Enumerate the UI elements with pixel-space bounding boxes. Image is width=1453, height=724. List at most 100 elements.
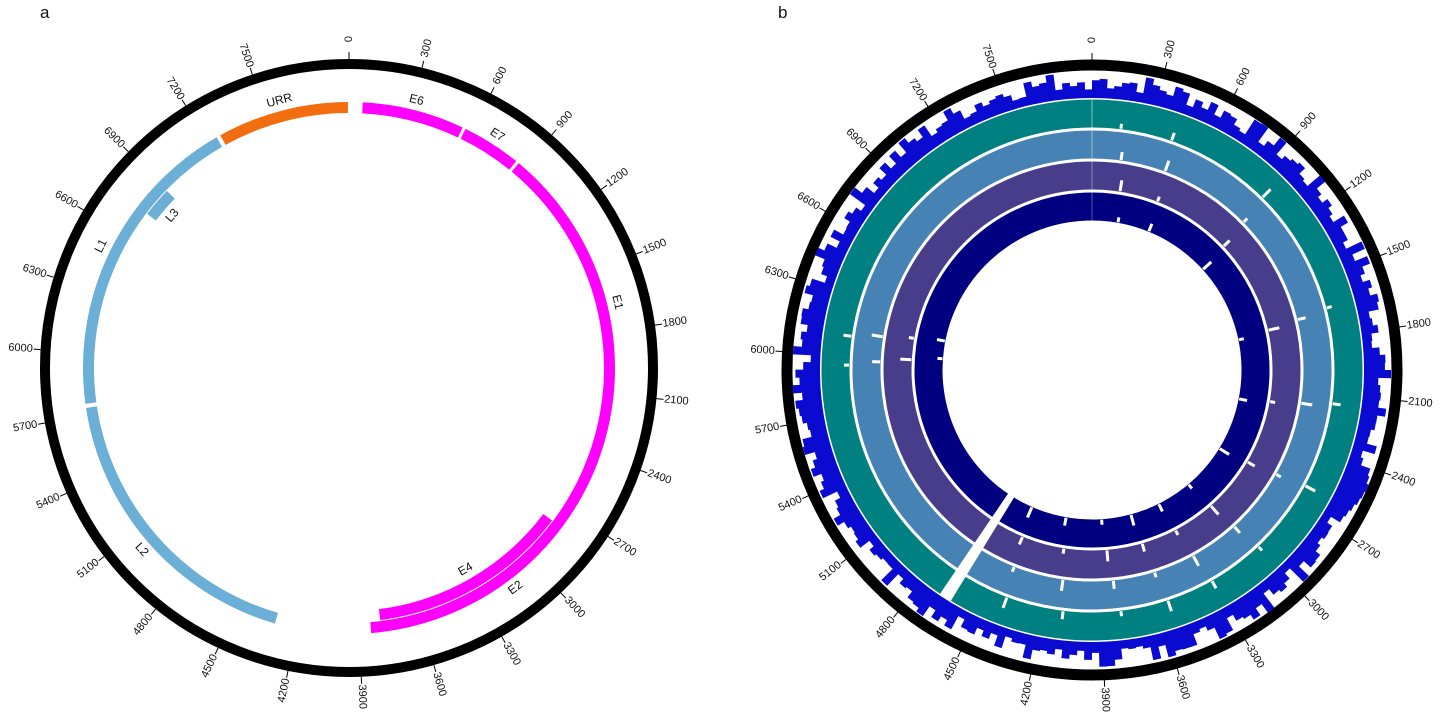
- histogram-bar: [1076, 82, 1086, 99]
- histogram-bar: [809, 278, 834, 293]
- panel-b-tick-3300: [1244, 639, 1250, 646]
- panel-a-tick-label-5400: 5400: [35, 491, 62, 512]
- variant-marker: [1111, 580, 1116, 590]
- histogram-bar: [1221, 115, 1238, 135]
- variant-marker: [1118, 180, 1124, 192]
- panel-a-tick-label-4200: 4200: [276, 677, 293, 703]
- variant-marker: [1174, 529, 1180, 536]
- histogram-bar: [1251, 585, 1275, 613]
- histogram-bar: [995, 93, 1009, 114]
- histogram-bar: [1262, 576, 1280, 595]
- histogram-bar: [1279, 158, 1299, 178]
- histogram-bar: [844, 211, 865, 228]
- histogram-bar: [1141, 77, 1155, 105]
- panel-a-tick-label-0: 0: [343, 36, 355, 42]
- histogram-bar: [855, 529, 877, 548]
- histogram-bar: [1331, 233, 1348, 247]
- variation-track-3: [883, 161, 1301, 579]
- histogram-bar: [1311, 524, 1329, 540]
- histogram-bar: [1234, 130, 1246, 143]
- histogram-bar: [849, 187, 877, 211]
- variant-marker: [1026, 506, 1034, 519]
- histogram-bar: [1182, 623, 1198, 648]
- panel-a-tick-label-5100: 5100: [75, 556, 102, 580]
- variant-marker: [1119, 151, 1124, 161]
- histogram-bar: [1221, 605, 1234, 619]
- histogram-bar: [1055, 89, 1064, 101]
- histogram-bar: [1307, 196, 1323, 211]
- histogram-bar: [1348, 454, 1364, 466]
- histogram-bar: [1169, 86, 1184, 112]
- histogram-bar: [974, 102, 989, 122]
- histogram-bar: [1168, 628, 1183, 652]
- panel-b-tick-label-1800: 1800: [1406, 316, 1432, 331]
- variant-marker: [1238, 397, 1248, 402]
- variant-marker: [1202, 260, 1213, 271]
- histogram-bar: [1091, 641, 1100, 653]
- histogram-bar: [824, 243, 847, 260]
- panel-b-tick-label-900: 900: [1298, 110, 1319, 132]
- variant-marker: [1242, 217, 1249, 224]
- panel-a-tick-300: [421, 60, 425, 68]
- panel-a-tick-label-7200: 7200: [164, 75, 187, 102]
- panel-b-tick-label-4500: 4500: [941, 655, 962, 682]
- histogram-bar: [1298, 541, 1321, 562]
- variant-marker: [1233, 525, 1242, 534]
- histogram-bar: [810, 354, 821, 363]
- panel-a-tick-label-600: 600: [490, 65, 509, 87]
- histogram-bar: [1105, 641, 1116, 667]
- panel-a-tick-label-6900: 6900: [101, 125, 127, 151]
- histogram-bar: [935, 125, 951, 142]
- histogram-bar: [1005, 628, 1015, 639]
- variant-marker: [1116, 217, 1121, 223]
- histogram-bar: [1361, 398, 1380, 409]
- histogram-bar: [1046, 638, 1057, 655]
- panel-a-tick-7500: [249, 67, 253, 75]
- histogram-bar: [1112, 640, 1123, 660]
- histogram-bar: [960, 612, 975, 631]
- histogram-bar: [1343, 256, 1371, 273]
- histogram-bar: [1268, 154, 1283, 169]
- track-segment: [821, 99, 1092, 594]
- histogram-bar: [1363, 354, 1386, 364]
- histogram-bar: [820, 473, 844, 490]
- panel-b-tick-label-7500: 7500: [979, 43, 998, 70]
- histogram-bar: [834, 493, 853, 508]
- histogram-bar: [798, 405, 824, 417]
- histogram-bar: [1330, 493, 1355, 512]
- histogram-bar: [944, 605, 963, 630]
- histogram-bar: [982, 103, 995, 119]
- histogram-bar: [1315, 518, 1333, 533]
- histogram-bar: [1363, 384, 1381, 394]
- histogram-bar: [1363, 377, 1379, 386]
- histogram-bar: [1215, 609, 1234, 634]
- histogram-bar: [1018, 632, 1029, 645]
- histogram-bar: [1303, 535, 1321, 552]
- variant-marker: [1218, 447, 1230, 456]
- histogram-bar: [810, 460, 839, 477]
- histogram-bar: [1354, 293, 1380, 307]
- histogram-bar: [916, 589, 938, 617]
- histogram-bar: [1098, 641, 1108, 667]
- panel-a-tick-3000: [560, 592, 567, 599]
- histogram-bar: [1092, 80, 1100, 99]
- histogram-bar: [1359, 318, 1374, 328]
- histogram-bar: [1337, 480, 1365, 499]
- panel-a-tick-label-4800: 4800: [131, 611, 156, 638]
- histogram-bar: [1196, 106, 1209, 122]
- histogram-bar: [1239, 594, 1261, 620]
- histogram-bar: [1303, 188, 1322, 205]
- panel-a-tick-6300: [46, 274, 54, 278]
- panel-b-tick-label-5700: 5700: [754, 421, 780, 437]
- variant-marker: [1192, 555, 1200, 567]
- histogram-bar: [821, 258, 841, 273]
- variation-track-1: [821, 99, 1363, 641]
- variant-marker: [1060, 611, 1065, 620]
- histogram-bar: [1202, 101, 1219, 125]
- gene-arc-l1: [83, 137, 223, 404]
- histogram-bar: [1362, 391, 1382, 401]
- histogram-bar: [1233, 598, 1251, 619]
- histogram-bar: [1045, 74, 1057, 102]
- histogram-bar: [1343, 467, 1370, 485]
